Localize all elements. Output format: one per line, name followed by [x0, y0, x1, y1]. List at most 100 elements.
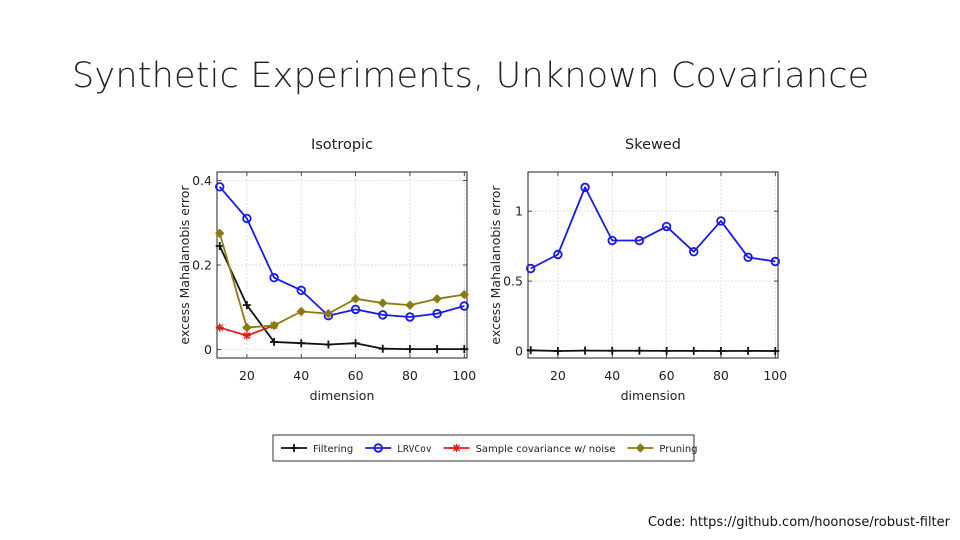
data-point [607, 235, 617, 246]
series-lrvcov [526, 182, 780, 274]
data-point [378, 344, 387, 353]
data-point [432, 308, 442, 319]
x-tick-label: 100 [452, 368, 476, 383]
x-tick-label: 60 [659, 368, 675, 383]
data-point [770, 256, 780, 267]
data-point [661, 221, 672, 232]
data-point [716, 347, 725, 356]
data-point [242, 331, 251, 340]
plot-frame [216, 171, 468, 359]
legend-entry: Sample covariance w/ noise [443, 444, 616, 455]
data-point [662, 346, 671, 355]
legend-entry: Filtering [281, 444, 353, 455]
y-axis-label: excess Mahalanobis error [488, 185, 503, 345]
data-point [350, 304, 361, 315]
data-point [242, 213, 252, 224]
series-pruning [215, 228, 469, 333]
chart-title: Isotropic [311, 137, 373, 153]
x-tick-label: 60 [348, 368, 364, 383]
data-point [581, 346, 590, 355]
data-point [460, 345, 469, 354]
data-point [553, 347, 562, 356]
data-point [269, 320, 279, 331]
legend: Filtering LRVCov Sample covariance w/ nois… [272, 434, 698, 462]
x-tick-label: 80 [402, 368, 418, 383]
y-tick-label: 0.4 [192, 173, 212, 188]
x-tick-label: 20 [550, 368, 566, 383]
series-filtering [215, 241, 469, 354]
series-line [219, 186, 465, 318]
legend-marker [635, 443, 646, 453]
series-lrvcov [215, 182, 469, 322]
data-point [242, 322, 252, 333]
data-point [269, 272, 279, 283]
legend-marker [373, 443, 383, 453]
data-point [405, 300, 415, 310]
series-line [218, 245, 465, 351]
chart-title: Skewed [625, 137, 681, 153]
data-point [351, 339, 360, 348]
series-line [530, 186, 776, 270]
x-axis-label: dimension [310, 388, 375, 403]
data-point [324, 340, 333, 349]
x-tick-label: 100 [763, 368, 787, 383]
data-point [459, 289, 469, 300]
slide-title: Synthetic Experiments, Unknown Covarianc… [72, 56, 870, 96]
data-point [378, 310, 388, 320]
data-point [405, 312, 415, 322]
y-tick-label: 0 [515, 344, 523, 359]
x-tick-label: 40 [604, 368, 620, 383]
legend-label: Sample covariance w/ noise [476, 444, 616, 455]
data-point [432, 294, 442, 304]
y-tick-label: 0.2 [192, 258, 212, 273]
data-point [297, 339, 306, 348]
legend-label: Filtering [313, 444, 353, 455]
chart-isotropic: 20 40 60 80 100 0 0.2 0.4 Isotropic dimension exce… [177, 137, 476, 403]
data-point [323, 308, 334, 319]
data-point [215, 182, 225, 192]
y-tick-label: 1 [515, 204, 523, 219]
x-tick-label: 20 [239, 368, 255, 383]
data-point [296, 306, 306, 317]
data-point [635, 346, 644, 355]
y-axis-label: excess Mahalanobis error [177, 185, 192, 345]
series-line [530, 349, 776, 352]
data-point [634, 235, 645, 246]
code-link[interactable]: Code: https://github.com/hoonose/robust-… [647, 515, 950, 530]
data-point [771, 347, 780, 356]
data-point [433, 345, 442, 354]
series-line [218, 233, 465, 329]
data-point [242, 301, 251, 310]
plot-frame [527, 171, 779, 359]
legend-entry: LRVCov [365, 443, 432, 455]
y-tick-label: 0 [204, 342, 212, 357]
chart-skewed: 20 40 60 80 100 0 0.5 1 Skewed dimension excess Ma… [488, 137, 787, 403]
legend-entry: Pruning [627, 443, 698, 455]
data-point [716, 216, 726, 226]
x-tick-label: 80 [713, 368, 729, 383]
legend-label: Pruning [659, 444, 697, 455]
legend-marker [452, 444, 461, 452]
data-point [270, 337, 279, 346]
data-point [608, 346, 617, 355]
data-point [743, 252, 753, 263]
x-axis-label: dimension [621, 388, 686, 403]
data-point [350, 294, 361, 304]
data-point [526, 263, 536, 274]
data-point [296, 285, 306, 296]
y-tick-label: 0.5 [503, 274, 523, 289]
data-point [215, 241, 224, 250]
x-tick-label: 40 [293, 368, 309, 383]
data-point [215, 228, 225, 239]
legend-label: LRVCov [397, 444, 432, 455]
data-point [526, 346, 535, 355]
data-point [689, 247, 699, 257]
data-point [459, 301, 469, 311]
legend-marker [290, 444, 298, 452]
legend-box [272, 434, 695, 462]
data-point [378, 298, 388, 308]
data-point [553, 249, 563, 260]
data-point [215, 323, 224, 332]
data-point [405, 345, 414, 354]
